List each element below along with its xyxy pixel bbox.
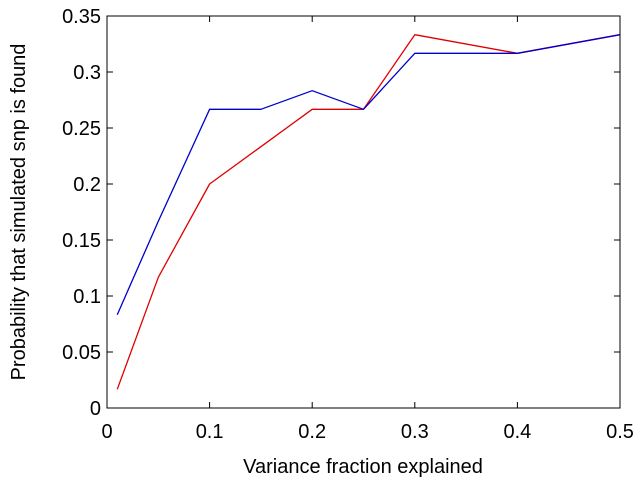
x-tick-label: 0.3	[401, 421, 429, 443]
y-tick-label: 0.35	[62, 6, 101, 28]
series-line-1	[116, 34, 621, 390]
y-tick-label: 0.05	[62, 342, 101, 364]
y-tick-label: 0.15	[62, 230, 101, 252]
x-axis-label: Variance fraction explained	[243, 456, 483, 478]
x-tick-label: 0.5	[606, 421, 634, 443]
tick-layer: 0 0.1 0.2 0.3 0.4 0.5 0 0.05 0.1 0.15 0.2 0.25 0.3 0.…	[62, 6, 634, 443]
x-tick-label: 0.4	[503, 421, 531, 443]
x-tick-label: 0.2	[298, 421, 326, 443]
plot-area	[107, 16, 620, 408]
y-tick-label: 0.3	[73, 62, 101, 84]
y-tick-label: 0.25	[62, 118, 101, 140]
y-tick-label: 0.2	[73, 174, 101, 196]
series-layer	[116, 34, 621, 390]
x-tick-label: 0	[101, 421, 112, 443]
x-tick-label: 0.1	[196, 421, 224, 443]
y-tick-label: 0.1	[73, 286, 101, 308]
series-line-2	[116, 34, 621, 315]
y-tick-label: 0	[90, 398, 101, 420]
y-axis-label: Probability that simulated snp is found	[8, 44, 30, 381]
plot-frame	[106, 15, 621, 409]
